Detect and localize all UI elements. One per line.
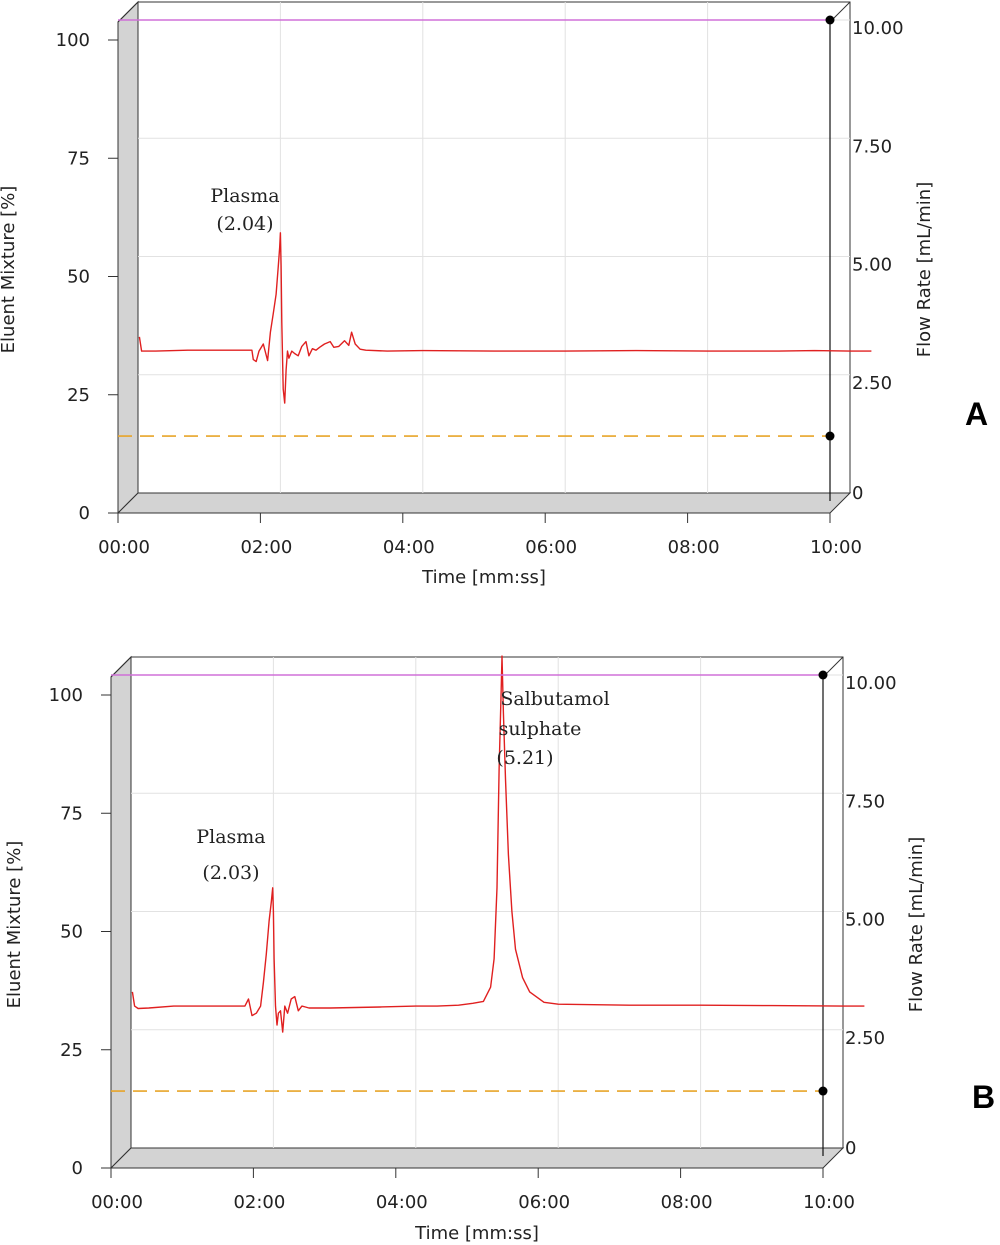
y2-tick-label: 5.00	[852, 255, 892, 276]
y2-tick-label: 10.00	[845, 673, 897, 694]
peak-annotation: Plasma	[210, 185, 279, 207]
floor	[109, 1147, 845, 1169]
eluent-end-dot	[818, 1086, 828, 1096]
peak-annotation: Plasma	[196, 826, 265, 848]
y2-tick-label: 7.50	[845, 791, 885, 812]
y-tick-label: 100	[56, 30, 90, 51]
x-tick-label: 02:00	[240, 537, 292, 558]
y-tick-label: 0	[79, 503, 90, 524]
plot-area	[130, 656, 844, 1149]
y-axis-title: Eluent Mixture [%]	[4, 841, 25, 1009]
y2-tick-label: 10.00	[852, 18, 904, 39]
peak-annotation: (2.04)	[216, 213, 273, 235]
x-tick-label: 04:00	[383, 537, 435, 558]
chart-panel-a: 0 25 50 75 100 0 2.50 5.00 7.50 10.00 00:00 02:00 04…	[0, 0, 988, 588]
y2-tick-label: 2.50	[852, 373, 892, 394]
box-edge	[117, 1, 139, 23]
y2-tick-label: 7.50	[852, 136, 892, 157]
y-axis-title: Eluent Mixture [%]	[0, 186, 19, 354]
flow-rate-end-dot	[825, 15, 835, 25]
box-edge	[110, 656, 132, 678]
x-tick-label: 10:00	[810, 537, 862, 558]
y-tick-label: 100	[49, 685, 83, 706]
y-tick-label: 25	[67, 385, 90, 406]
floor	[116, 492, 852, 514]
y2-tick-label: 0	[852, 483, 863, 504]
y-tick-label: 75	[60, 803, 83, 824]
panel-label: A	[965, 396, 988, 432]
peak-annotation: (2.03)	[202, 862, 259, 884]
panel-label: B	[972, 1079, 995, 1115]
y2-tick-label: 5.00	[845, 910, 885, 931]
y2-axis-title: Flow Rate [mL/min]	[906, 837, 927, 1012]
chromatogram-trace	[138, 232, 872, 404]
y2-axis-title: Flow Rate [mL/min]	[914, 182, 935, 357]
x-axis-title: Time [mm:ss]	[421, 567, 546, 588]
y-tick-label: 50	[67, 267, 90, 288]
y-tick-label: 25	[60, 1040, 83, 1061]
x-axis-title: Time [mm:ss]	[414, 1223, 539, 1244]
x-tick-label: 02:00	[233, 1192, 285, 1213]
x-tick-label: 04:00	[376, 1192, 428, 1213]
plot-area	[137, 1, 851, 494]
y-tick-label: 50	[60, 922, 83, 943]
x-tick-label: 08:00	[661, 1192, 713, 1213]
y-tick-label: 75	[67, 148, 90, 169]
x-tick-label: 10:00	[803, 1192, 855, 1213]
y2-tick-label: 2.50	[845, 1028, 885, 1049]
x-tick-label: 00:00	[91, 1192, 143, 1213]
x-tick-label: 08:00	[668, 537, 720, 558]
x-tick-label: 06:00	[525, 537, 577, 558]
chromatogram-trace	[131, 655, 865, 1033]
peak-annotation: Salbutamol	[500, 688, 609, 710]
chart-panel-b: 0 25 50 75 100 0 2.50 5.00 7.50 10.00 00:00 02:00 04…	[4, 655, 995, 1244]
x-tick-label: 06:00	[518, 1192, 570, 1213]
y2-tick-label: 0	[845, 1138, 856, 1159]
x-tick-label: 00:00	[98, 537, 150, 558]
peak-annotation: (5.21)	[496, 747, 553, 769]
peak-annotation: sulphate	[499, 718, 582, 740]
eluent-end-dot	[825, 431, 835, 441]
flow-rate-end-dot	[818, 670, 828, 680]
y-tick-label: 0	[72, 1158, 83, 1179]
